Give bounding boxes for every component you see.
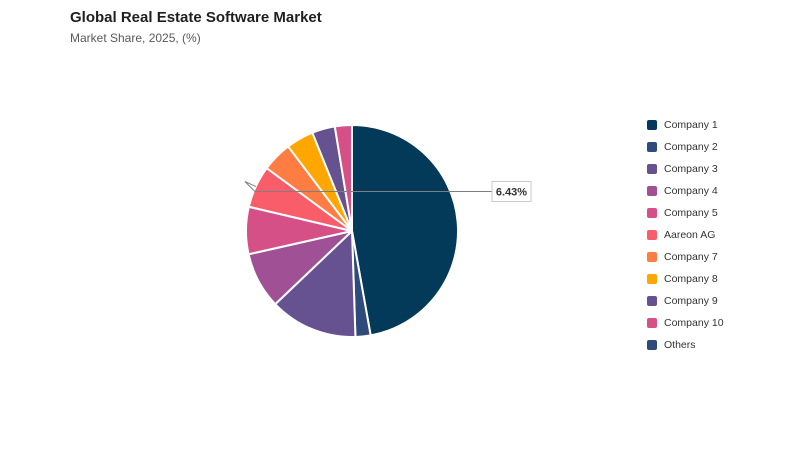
legend-item-others[interactable]: Others [647, 334, 792, 356]
data-label-leader-line [244, 181, 492, 192]
legend-item-company-7[interactable]: Company 7 [647, 246, 792, 268]
pie-slice-company-3[interactable] [274, 230, 357, 338]
legend-item-company-4[interactable]: Company 4 [647, 180, 792, 202]
legend-label: Company 2 [664, 141, 718, 153]
legend-item-company-3[interactable]: Company 3 [647, 158, 792, 180]
pie-slice-company-1[interactable] [351, 124, 459, 337]
legend-swatch [647, 252, 657, 262]
chart-subtitle: Market Share, 2025, (%) [70, 31, 201, 45]
legend-item-company-10[interactable]: Company 10 [647, 312, 792, 334]
legend-swatch [647, 230, 657, 240]
legend-label: Company 8 [664, 273, 718, 285]
data-label-box [491, 181, 532, 202]
legend-swatch [647, 186, 657, 196]
legend-label: Company 7 [664, 251, 718, 263]
legend-label: Company 3 [664, 163, 718, 175]
legend-swatch [647, 340, 657, 350]
legend-item-company-1[interactable]: Company 1 [647, 114, 792, 136]
legend-label: Company 5 [664, 207, 718, 219]
legend-label: Others [664, 339, 696, 351]
legend-swatch [647, 208, 657, 218]
legend-swatch [647, 296, 657, 306]
legend-label: Company 1 [664, 119, 718, 131]
legend-item-aareon-ag[interactable]: Aareon AG [647, 224, 792, 246]
legend-label: Company 10 [664, 317, 724, 329]
legend-item-company-2[interactable]: Company 2 [647, 136, 792, 158]
legend-item-company-5[interactable]: Company 5 [647, 202, 792, 224]
chart-legend: Company 1 Company 2 Company 3 Company 4 Comp… [647, 114, 792, 356]
data-label: 6.43% [496, 187, 527, 199]
legend-label: Company 4 [664, 185, 718, 197]
pie-slice-company-10[interactable] [333, 124, 353, 232]
legend-item-company-9[interactable]: Company 9 [647, 290, 792, 312]
legend-item-company-8[interactable]: Company 8 [647, 268, 792, 290]
legend-swatch [647, 318, 657, 328]
legend-swatch [647, 142, 657, 152]
chart-title: Global Real Estate Software Market [70, 9, 322, 26]
legend-label: Company 9 [664, 295, 718, 307]
legend-label: Aareon AG [664, 229, 716, 241]
legend-swatch [647, 274, 657, 284]
legend-swatch [647, 164, 657, 174]
legend-swatch [647, 120, 657, 130]
